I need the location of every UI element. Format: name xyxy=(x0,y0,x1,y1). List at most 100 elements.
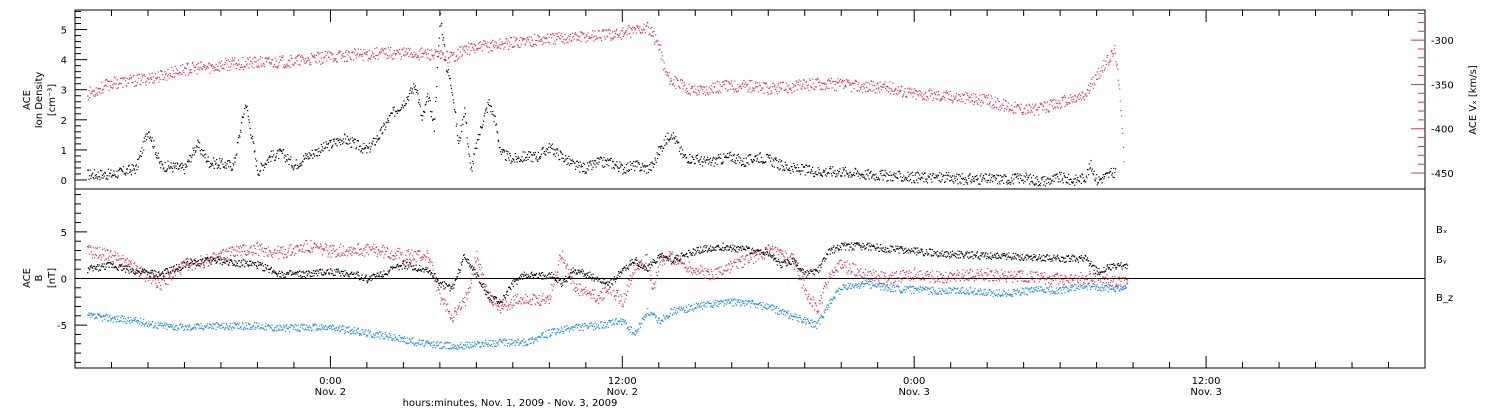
density-point-1036 xyxy=(717,157,719,159)
vx-point-1237 xyxy=(839,85,841,87)
bz-point-898 xyxy=(633,264,635,267)
vx-point-341 xyxy=(294,62,296,64)
vx-point-593 xyxy=(447,57,449,60)
vx-point-221 xyxy=(221,67,223,70)
vx-point-28 xyxy=(104,85,106,87)
density-point-758 xyxy=(548,146,550,148)
density-point-1347 xyxy=(906,177,908,179)
vx-point-1110 xyxy=(762,87,764,89)
density-point-1254 xyxy=(849,171,851,173)
bz-point-1090 xyxy=(750,256,752,258)
vx-point-12 xyxy=(94,95,96,97)
vx-point-1193 xyxy=(812,82,814,84)
bz-point-369 xyxy=(311,251,313,253)
bz-point-825 xyxy=(588,292,591,294)
vx-point-1172 xyxy=(799,80,802,82)
bz-point-653 xyxy=(484,288,486,291)
bz-point-534 xyxy=(411,255,414,257)
density-point-239 xyxy=(232,163,234,165)
bz-point-783 xyxy=(563,261,565,264)
vx-point-599 xyxy=(451,51,453,53)
bz-point-1001 xyxy=(695,268,698,270)
vx-point-668 xyxy=(493,44,495,46)
bz-point-317 xyxy=(279,247,282,249)
vx-point-1072 xyxy=(739,85,741,87)
vx-point-977 xyxy=(681,82,683,84)
bz-point-649 xyxy=(481,272,483,274)
bz-point-294 xyxy=(265,248,268,250)
density-point-290 xyxy=(263,164,265,166)
bz-point-512 xyxy=(398,257,400,259)
bz-point-153 xyxy=(180,274,182,276)
bz-point-1416 xyxy=(948,276,950,278)
density-point-1588 xyxy=(1052,175,1054,177)
bz-point-1465 xyxy=(978,272,980,274)
density-point-1437 xyxy=(961,177,963,179)
density-point-759 xyxy=(548,143,550,145)
bz-point-597 xyxy=(450,318,452,320)
vx-point-1696 xyxy=(1118,84,1120,86)
vx-point-947 xyxy=(663,69,665,71)
density-point-969 xyxy=(676,140,678,142)
bz-point-833 xyxy=(593,297,595,299)
density-point-43 xyxy=(113,170,115,172)
vx-point-834 xyxy=(594,30,596,32)
vx-point-379 xyxy=(317,51,319,53)
density-point-393 xyxy=(326,143,328,145)
density-point-503 xyxy=(393,109,395,111)
vx-point-1402 xyxy=(939,98,941,100)
vx-point-1500 xyxy=(999,106,1001,108)
density-point-1635 xyxy=(1081,173,1083,175)
density-point-133 xyxy=(168,165,170,167)
density-point-319 xyxy=(281,150,283,153)
vx-point-1439 xyxy=(962,101,964,103)
density-point-839 xyxy=(597,163,599,165)
bz-point-820 xyxy=(585,294,587,296)
bz-point-74 xyxy=(132,267,134,269)
bz-point-1361 xyxy=(914,276,916,278)
vx-point-229 xyxy=(226,63,228,65)
vx-point-565 xyxy=(430,49,432,51)
vx-point-114 xyxy=(156,76,158,78)
vx-point-1469 xyxy=(980,105,982,107)
vx-point-516 xyxy=(400,56,403,58)
density-point-612 xyxy=(459,140,461,142)
vx-point-1178 xyxy=(803,79,805,81)
vx-point-35 xyxy=(108,89,110,91)
density-point-1512 xyxy=(1006,183,1008,185)
bz-point-701 xyxy=(513,304,515,307)
vx-point-1111 xyxy=(762,82,764,84)
bz-point-388 xyxy=(323,249,325,251)
vx-point-1682 xyxy=(1110,60,1112,62)
bz-point-932 xyxy=(653,283,656,285)
density-point-1229 xyxy=(834,170,836,172)
vx-point-500 xyxy=(391,54,393,56)
vx-point-313 xyxy=(277,67,279,69)
vx-point-914 xyxy=(643,28,645,30)
density-point-663 xyxy=(490,111,492,113)
vx-tick-label-3: -450 xyxy=(1431,169,1454,180)
bz-point-563 xyxy=(429,258,431,260)
bz-point-980 xyxy=(683,263,685,265)
vx-point-941 xyxy=(659,48,661,50)
bz-point-363 xyxy=(307,250,310,252)
density-point-1080 xyxy=(743,165,746,167)
bz-point-154 xyxy=(180,261,182,263)
bz-point-61 xyxy=(124,261,126,263)
bz-point-1365 xyxy=(917,271,919,273)
density-point-490 xyxy=(385,126,387,128)
vx-point-807 xyxy=(577,36,580,38)
density-point-553 xyxy=(423,110,425,112)
bz-point-514 xyxy=(399,252,401,254)
vx-point-178 xyxy=(195,66,197,68)
vx-point-560 xyxy=(427,53,429,55)
density-point-162 xyxy=(185,164,187,166)
density-point-1467 xyxy=(979,183,981,185)
density-point-1462 xyxy=(976,175,978,177)
density-point-1119 xyxy=(767,156,769,158)
density-point-1194 xyxy=(813,175,815,177)
vx-point-706 xyxy=(516,38,518,40)
vx-point-735 xyxy=(534,33,536,35)
density-point-556 xyxy=(425,103,427,105)
